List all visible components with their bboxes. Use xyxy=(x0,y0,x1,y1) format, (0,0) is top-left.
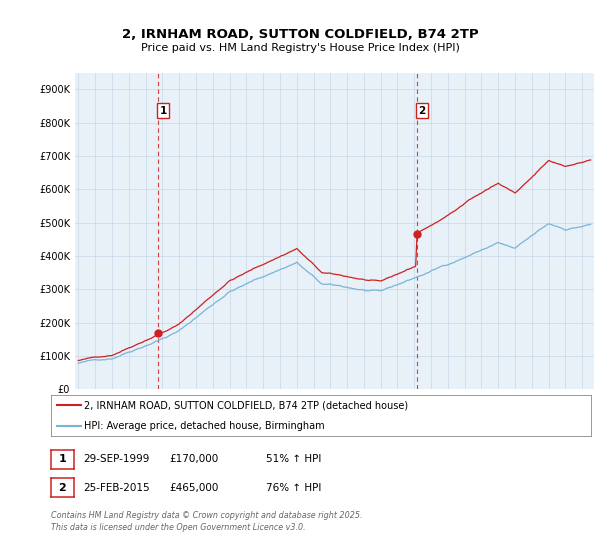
Text: £170,000: £170,000 xyxy=(170,454,219,464)
Text: 2, IRNHAM ROAD, SUTTON COLDFIELD, B74 2TP (detached house): 2, IRNHAM ROAD, SUTTON COLDFIELD, B74 2T… xyxy=(85,400,409,410)
Text: 2, IRNHAM ROAD, SUTTON COLDFIELD, B74 2TP: 2, IRNHAM ROAD, SUTTON COLDFIELD, B74 2T… xyxy=(122,28,478,41)
Text: HPI: Average price, detached house, Birmingham: HPI: Average price, detached house, Birm… xyxy=(85,421,325,431)
Text: 1: 1 xyxy=(160,106,167,116)
Text: 2: 2 xyxy=(418,106,425,116)
Text: 51% ↑ HPI: 51% ↑ HPI xyxy=(266,454,321,464)
Text: £465,000: £465,000 xyxy=(170,483,219,493)
Text: 2: 2 xyxy=(59,483,66,493)
Text: Price paid vs. HM Land Registry's House Price Index (HPI): Price paid vs. HM Land Registry's House … xyxy=(140,43,460,53)
Text: Contains HM Land Registry data © Crown copyright and database right 2025.
This d: Contains HM Land Registry data © Crown c… xyxy=(51,511,362,531)
Text: 1: 1 xyxy=(59,454,66,464)
Text: 25-FEB-2015: 25-FEB-2015 xyxy=(83,483,149,493)
Text: 29-SEP-1999: 29-SEP-1999 xyxy=(83,454,149,464)
Text: 76% ↑ HPI: 76% ↑ HPI xyxy=(266,483,321,493)
